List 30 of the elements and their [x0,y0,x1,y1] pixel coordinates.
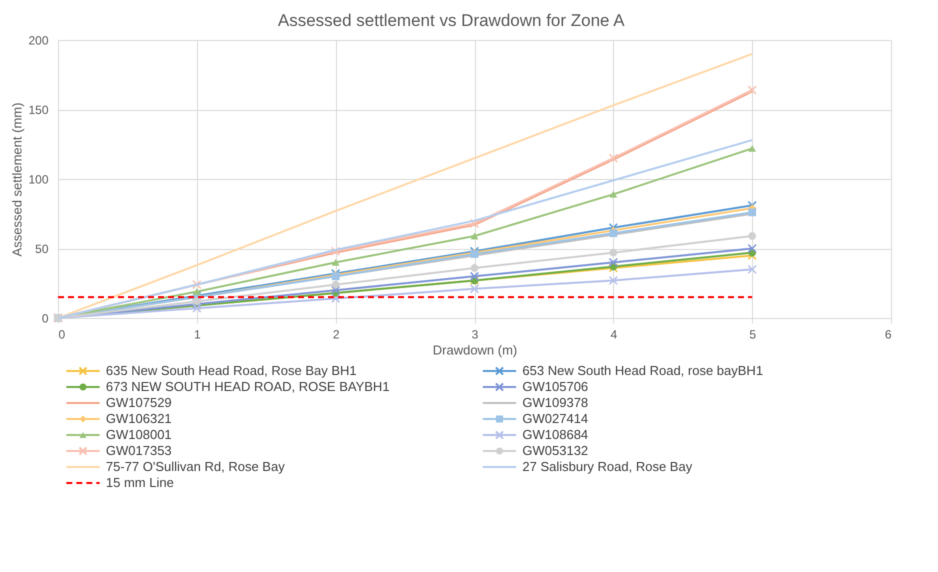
legend-label: GW108684 [522,427,588,442]
x-tick-label: 4 [610,328,618,342]
legend-label: 75-77 O'Sullivan Rd, Rose Bay [106,459,286,474]
legend-label: 27 Salisbury Road, Rose Bay [522,459,693,474]
y-tick-label: 200 [28,34,49,48]
legend-label: 653 New South Head Road, rose bayBH1 [522,363,764,378]
legend-label: GW105706 [522,379,588,394]
legend-label: GW107529 [106,395,172,410]
x-tick-label: 2 [332,328,340,342]
legend-label: GW027414 [522,411,588,426]
legend-label: GW017353 [106,443,172,458]
x-tick-label: 5 [749,328,756,342]
chart-title: Assessed settlement vs Drawdown for Zone A [278,11,626,30]
legend-label: GW109378 [522,395,588,410]
legend-label: 673 NEW SOUTH HEAD ROAD, ROSE BAYBH1 [106,379,390,394]
legend-label: 15 mm Line [106,475,174,490]
legend-label: 635 New South Head Road, Rose Bay BH1 [106,363,357,378]
x-tick-label: 3 [472,328,479,342]
legend-label: GW106321 [106,411,172,426]
y-axis-title: Assessed settlement (mm) [9,102,24,256]
y-tick-label: 0 [42,312,49,326]
y-tick-label: 50 [35,242,49,256]
legend-label: GW053132 [522,443,588,458]
x-tick-label: 1 [194,328,201,342]
y-tick-label: 100 [28,172,49,186]
y-tick-label: 150 [28,103,49,117]
x-tick-label: 6 [884,328,892,342]
legend-label: GW108001 [106,427,172,442]
x-axis-title: Drawdown (m) [432,342,518,358]
x-tick-label: 0 [58,328,66,342]
